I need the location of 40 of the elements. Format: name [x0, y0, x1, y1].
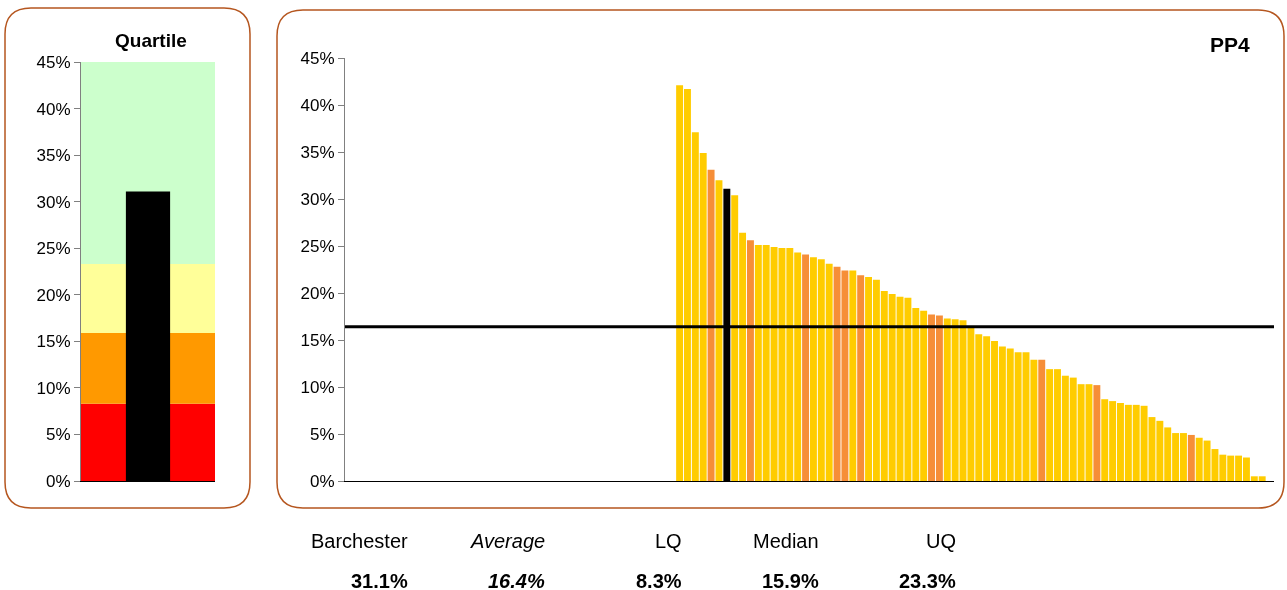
- bar: [857, 275, 865, 481]
- bar: [1093, 385, 1101, 481]
- bar: [1187, 434, 1195, 481]
- y-tick-label: 0%: [310, 471, 335, 491]
- text: 31.1%: [351, 570, 408, 590]
- y-tick-label: 30%: [300, 189, 335, 209]
- y-tick-label: 30%: [36, 192, 71, 212]
- bar: [707, 169, 715, 481]
- text: 16.4%: [488, 570, 545, 590]
- text: Barchester: [311, 530, 409, 552]
- y-tick-label: 45%: [300, 48, 335, 68]
- bar: [1038, 359, 1046, 481]
- y-tick-label: 10%: [36, 378, 71, 398]
- text: 23.3%: [899, 570, 956, 590]
- chart-title: Quartile: [115, 30, 187, 51]
- bar: [802, 254, 810, 481]
- y-tick-label: 40%: [300, 95, 335, 115]
- y-tick-label: 40%: [36, 99, 71, 119]
- y-tick-label: 25%: [36, 239, 71, 259]
- text: LQ: [655, 530, 682, 552]
- y-tick-label: 5%: [46, 425, 71, 445]
- y-tick-label: 5%: [310, 424, 335, 444]
- y-tick-label: 35%: [300, 142, 335, 162]
- text: 8.3%: [636, 570, 682, 590]
- bar: [849, 270, 857, 481]
- text: Median: [753, 530, 819, 552]
- y-tick-label: 35%: [36, 146, 71, 166]
- y-tick-label: 15%: [36, 332, 71, 352]
- y-tick-label: 25%: [300, 236, 335, 256]
- y-tick-label: 45%: [36, 52, 71, 72]
- y-tick-label: 20%: [36, 285, 71, 305]
- y-tick-label: 20%: [300, 283, 335, 303]
- chart-title: PP4: [1210, 33, 1251, 56]
- y-tick-label: 0%: [46, 471, 71, 491]
- y-tick-label: 15%: [300, 330, 335, 350]
- bar: [746, 240, 754, 481]
- text: Average: [470, 530, 546, 552]
- y-tick-label: 10%: [300, 377, 335, 397]
- text: 15.9%: [762, 570, 819, 590]
- text: UQ: [926, 530, 956, 552]
